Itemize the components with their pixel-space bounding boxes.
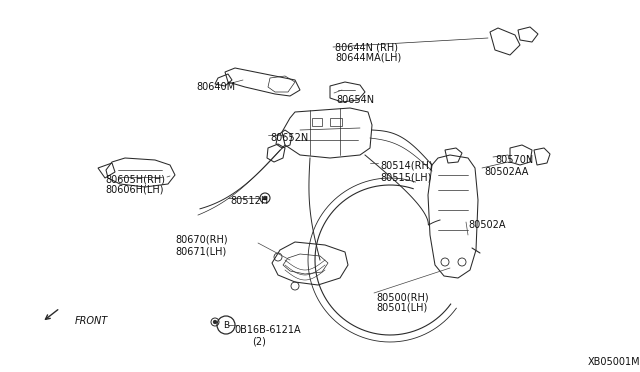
- Text: 80512H: 80512H: [230, 196, 268, 206]
- Circle shape: [263, 196, 267, 200]
- Circle shape: [213, 320, 217, 324]
- Text: 80670(RH): 80670(RH): [175, 235, 228, 245]
- Text: 80502A: 80502A: [468, 220, 506, 230]
- Text: 80570N: 80570N: [495, 155, 533, 165]
- Text: 80652N: 80652N: [270, 133, 308, 143]
- Text: 80644MA(LH): 80644MA(LH): [335, 53, 401, 63]
- Text: 80640M: 80640M: [196, 82, 235, 92]
- Text: FRONT: FRONT: [75, 316, 108, 326]
- Text: 80644N (RH): 80644N (RH): [335, 42, 398, 52]
- Text: 80515(LH): 80515(LH): [380, 172, 431, 182]
- Text: 80605H(RH): 80605H(RH): [105, 174, 165, 184]
- Text: B: B: [223, 321, 229, 330]
- Text: XB05001M: XB05001M: [588, 357, 640, 367]
- Text: 80514(RH): 80514(RH): [380, 161, 433, 171]
- Text: 80606H(LH): 80606H(LH): [105, 185, 163, 195]
- Text: 80502AA: 80502AA: [484, 167, 529, 177]
- Text: (2): (2): [252, 336, 266, 346]
- Text: 0B16B-6121A: 0B16B-6121A: [234, 325, 301, 335]
- Text: 80671(LH): 80671(LH): [175, 246, 227, 256]
- Text: 80500(RH): 80500(RH): [376, 292, 429, 302]
- Text: 80654N: 80654N: [336, 95, 374, 105]
- Text: 80501(LH): 80501(LH): [376, 303, 428, 313]
